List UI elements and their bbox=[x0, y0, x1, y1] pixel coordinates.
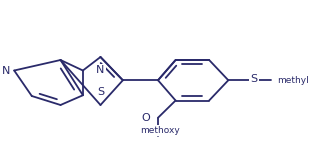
Text: S: S bbox=[97, 87, 104, 97]
Text: S: S bbox=[250, 74, 257, 84]
Text: methoxy: methoxy bbox=[140, 126, 179, 135]
Text: methyl: methyl bbox=[277, 76, 309, 85]
Text: N: N bbox=[2, 66, 10, 75]
Text: O: O bbox=[141, 113, 150, 123]
Text: N: N bbox=[96, 65, 105, 75]
